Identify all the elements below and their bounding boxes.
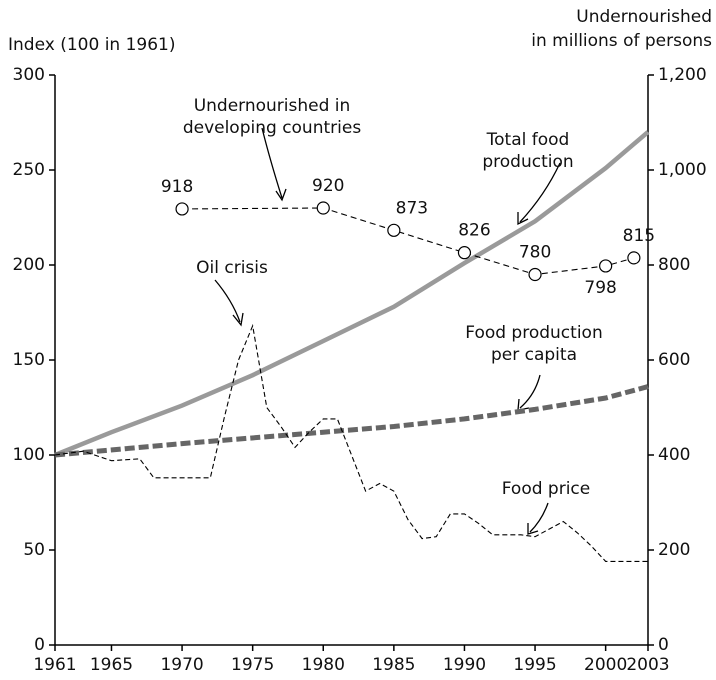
annotation: production (482, 152, 573, 172)
annotation-arrows (214, 127, 561, 535)
x-tick-label: 1980 (302, 655, 345, 675)
y2-axis-label: in millions of persons (531, 31, 712, 51)
data-label: 873 (396, 198, 428, 218)
data-point (457, 246, 472, 260)
data-point (387, 223, 401, 237)
y-tick-label: 100 (13, 445, 45, 465)
y-tick-label: 200 (13, 255, 45, 275)
data-point (316, 201, 330, 215)
y-tick-label: 0 (34, 635, 45, 655)
y-tick-label: 250 (13, 160, 45, 180)
data-label: 826 (458, 221, 490, 241)
x-tick-label: 1975 (231, 655, 274, 675)
y2-tick-label: 200 (658, 540, 690, 560)
x-tick-label: 1990 (443, 655, 486, 675)
annotation: Total food (486, 130, 570, 150)
x-tick-label: 1965 (90, 655, 133, 675)
annotation: Undernourished in (194, 96, 351, 116)
y2-tick-label: 400 (658, 445, 690, 465)
data-label: 780 (519, 243, 551, 263)
y-tick-label: 50 (23, 540, 45, 560)
y2-tick-label: 800 (658, 255, 690, 275)
x-tick-label: 1970 (160, 655, 203, 675)
arrow-head (232, 312, 244, 327)
data-point (627, 251, 641, 265)
data-point (528, 267, 542, 282)
data-label: 798 (584, 278, 616, 298)
data-label: 815 (623, 226, 655, 246)
arrow (519, 374, 541, 409)
x-tick-label: 1985 (372, 655, 415, 675)
series-line (54, 323, 648, 562)
x-tick-label: 2003 (626, 655, 669, 675)
x-tick-label: 1961 (33, 655, 76, 675)
y2-tick-label: 600 (658, 350, 690, 370)
arrow (214, 279, 241, 323)
series-line (54, 384, 649, 458)
arrow (529, 502, 549, 533)
annotation: Food price (502, 479, 590, 499)
data-point (599, 259, 613, 273)
data-label: 918 (161, 177, 193, 197)
y-tick-label: 300 (13, 65, 45, 85)
y2-tick-label: 1,000 (658, 160, 707, 180)
arrow-head (527, 523, 539, 535)
annotation: Oil crisis (196, 258, 268, 278)
y-axis-label: Index (100 in 1961) (8, 35, 176, 55)
data-label: 920 (312, 176, 344, 196)
annotation: per capita (491, 345, 577, 365)
arrow (261, 127, 283, 199)
y2-tick-label: 1,200 (658, 65, 707, 85)
annotation: developing countries (183, 118, 362, 138)
y2-tick-label: 0 (658, 635, 669, 655)
x-tick-label: 1995 (513, 655, 556, 675)
data-point (175, 202, 189, 216)
arrow (519, 162, 561, 223)
annotation: Food production (465, 323, 602, 343)
y-tick-label: 150 (13, 350, 45, 370)
arrow-head (517, 212, 529, 226)
y2-axis-label: Undernourished (576, 7, 712, 27)
series-line (54, 130, 650, 458)
arrow-head (275, 188, 287, 202)
x-tick-label: 2000 (584, 655, 627, 675)
